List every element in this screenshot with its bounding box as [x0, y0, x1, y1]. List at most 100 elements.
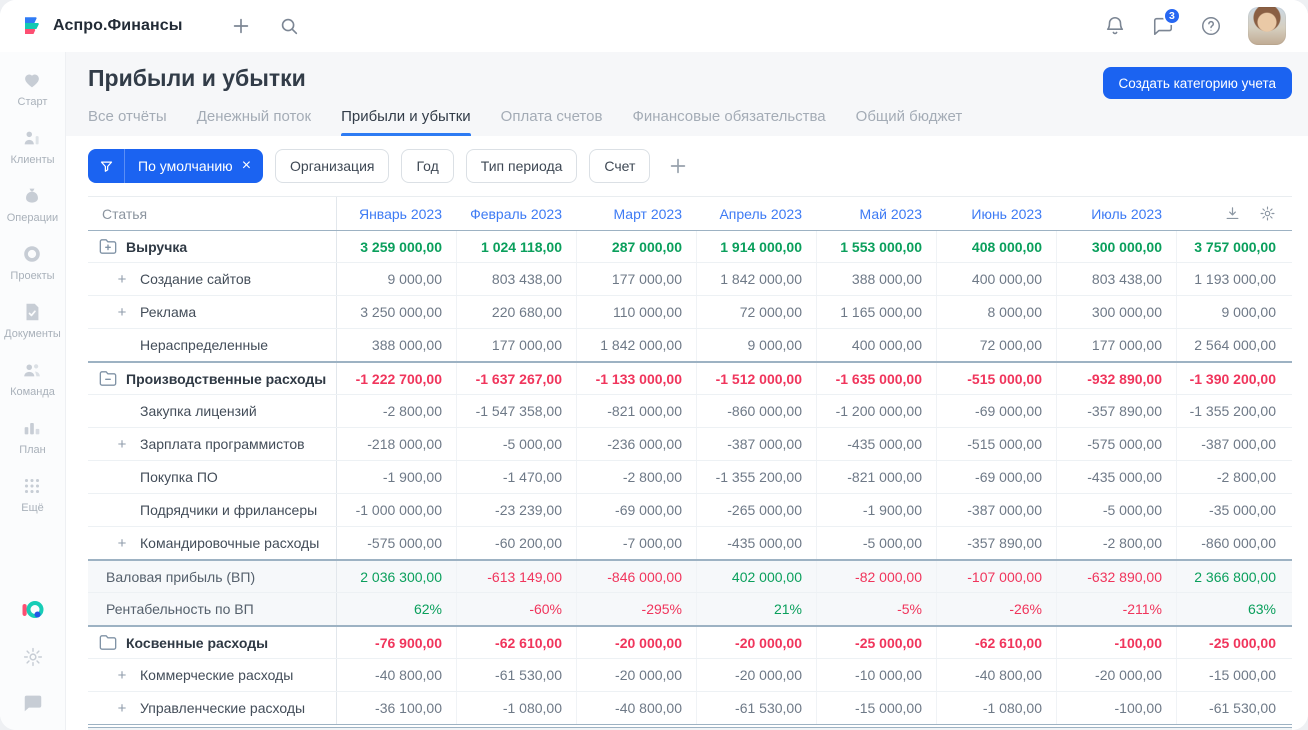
- settings-gear-button[interactable]: [22, 646, 44, 668]
- row-article-cell: +Нераспределенные: [88, 329, 336, 361]
- filter-preset-default[interactable]: По умолчанию ×: [88, 149, 264, 183]
- cell-value: -76 900,00: [336, 627, 456, 658]
- tab-invoice-payment[interactable]: Оплата счетов: [500, 108, 603, 125]
- sidebar-item-start[interactable]: Старт: [4, 60, 61, 118]
- cell-value: -435 000,00: [696, 527, 816, 559]
- table-row-production-expenses[interactable]: Производственные расходы -1 222 700,00 -1 …: [88, 362, 1292, 395]
- cell-value: 300 000,00: [1056, 231, 1176, 262]
- page-header: Прибыли и убытки Создать категорию учета…: [66, 52, 1308, 136]
- expand-plus-icon[interactable]: +: [117, 270, 127, 288]
- expand-plus-icon[interactable]: +: [117, 303, 127, 321]
- sidebar-item-plan[interactable]: План: [4, 408, 61, 466]
- cell-value: 1 193 000,00: [1176, 263, 1292, 295]
- column-header-month-2[interactable]: Февраль 2023: [470, 205, 562, 222]
- column-header-month-6[interactable]: Июнь 2023: [971, 205, 1042, 222]
- tab-cash-flow[interactable]: Денежный поток: [196, 108, 312, 125]
- cell-value: -20 000,00: [576, 659, 696, 691]
- cell-value: 1 842 000,00: [696, 263, 816, 295]
- tab-financial-obligations[interactable]: Финансовые обязательства: [632, 108, 826, 125]
- cell-value: -62 610,00: [456, 627, 576, 658]
- support-chat-button[interactable]: [22, 692, 44, 714]
- column-header-month-1[interactable]: Январь 2023: [336, 197, 456, 230]
- column-header-month-7[interactable]: Июль 2023: [1091, 205, 1162, 222]
- cell-value: -60%: [456, 593, 576, 625]
- expand-plus-icon[interactable]: +: [117, 435, 127, 453]
- filter-preset-close-icon[interactable]: ×: [241, 157, 252, 174]
- documents-icon: [21, 301, 43, 323]
- cell-value: -218 000,00: [336, 428, 456, 460]
- create-category-button[interactable]: Создать категорию учета: [1102, 67, 1292, 99]
- cell-value: -357 890,00: [936, 527, 1056, 559]
- filters-bar: По умолчанию × Организация Год Тип периода…: [88, 149, 1292, 183]
- column-header-month-3[interactable]: Март 2023: [613, 205, 682, 222]
- filter-chip-period-type[interactable]: Тип периода: [465, 149, 578, 183]
- cell-value: -435 000,00: [1056, 461, 1176, 493]
- folder-icon[interactable]: [98, 633, 118, 652]
- sidebar-item-clients[interactable]: Клиенты: [4, 118, 61, 176]
- column-header-month-5[interactable]: Май 2023: [859, 205, 922, 222]
- aspro-brand-icon[interactable]: [21, 598, 45, 622]
- cell-value: 1 842 000,00: [576, 329, 696, 361]
- report-tabs: Все отчёты Денежный поток Прибыли и убытки…: [88, 108, 1292, 136]
- notifications-bell-button[interactable]: [1104, 15, 1126, 37]
- row-article-cell: + Управленческие расходы: [88, 692, 336, 724]
- expand-plus-icon[interactable]: +: [117, 534, 127, 552]
- tab-profit-loss[interactable]: Прибыли и убытки: [341, 108, 471, 136]
- partial-next-row: [88, 727, 1292, 730]
- table-settings-gear-icon[interactable]: [1259, 205, 1276, 222]
- row-article-cell: + Создание сайтов: [88, 263, 336, 295]
- sidebar-item-projects[interactable]: Проекты: [4, 234, 61, 292]
- sidebar-item-documents[interactable]: Документы: [4, 292, 61, 350]
- filter-chip-year[interactable]: Год: [401, 149, 454, 183]
- table-row-revenue[interactable]: Выручка 3 259 000,00 1 024 118,00 287 000,0…: [88, 230, 1292, 263]
- row-article-cell: Рентабельность по ВП: [88, 593, 336, 625]
- cell-value: 408 000,00: [936, 231, 1056, 262]
- sidebar-item-label: Документы: [4, 328, 61, 340]
- cell-value: 177 000,00: [456, 329, 576, 361]
- cell-value: 177 000,00: [576, 263, 696, 295]
- download-icon[interactable]: [1224, 205, 1241, 222]
- table-row-gross-profit: Валовая прибыль (ВП) 2 036 300,00 -613 149…: [88, 560, 1292, 593]
- sidebar-item-team[interactable]: Команда: [4, 350, 61, 408]
- folder-plus-icon[interactable]: [98, 237, 118, 256]
- cell-value: -1 133 000,00: [576, 363, 696, 394]
- cell-value: -1 635 000,00: [816, 363, 936, 394]
- brand[interactable]: Аспро.Финансы: [20, 14, 182, 38]
- cell-value: -860 000,00: [1176, 527, 1292, 559]
- row-label: Командировочные расходы: [140, 535, 320, 551]
- expand-plus-icon[interactable]: +: [117, 699, 127, 717]
- messages-button[interactable]: 3: [1152, 7, 1181, 37]
- sidebar-item-operations[interactable]: Операции: [4, 176, 61, 234]
- table-row-gross-margin: Рентабельность по ВП 62% -60% -295% 21% -5% -2…: [88, 593, 1292, 626]
- cell-value: -1 470,00: [456, 461, 576, 493]
- user-avatar[interactable]: [1248, 7, 1286, 45]
- table-row-programmers-salary: + Зарплата программистов -218 000,00 -5 000…: [88, 428, 1292, 461]
- sidebar-item-label: Ещё: [21, 502, 44, 514]
- help-button[interactable]: [1200, 15, 1222, 37]
- folder-minus-icon[interactable]: [98, 369, 118, 388]
- row-article-cell: + Реклама: [88, 296, 336, 328]
- expand-plus-icon[interactable]: +: [117, 666, 127, 684]
- add-filter-button[interactable]: [667, 155, 689, 177]
- cell-value: 110 000,00: [576, 296, 696, 328]
- table-row-travel-expenses: + Командировочные расходы -575 000,00 -60 2…: [88, 527, 1292, 560]
- cell-value: -236 000,00: [576, 428, 696, 460]
- sidebar-item-more[interactable]: Ещё: [4, 466, 61, 524]
- row-article-cell: + Командировочные расходы: [88, 527, 336, 559]
- cell-value: -20 000,00: [696, 659, 816, 691]
- tab-general-budget[interactable]: Общий бюджет: [855, 108, 963, 125]
- column-header-month-4[interactable]: Апрель 2023: [719, 205, 802, 222]
- table-row-site-creation: + Создание сайтов 9 000,00 803 438,00 177 00…: [88, 263, 1292, 296]
- cell-value: -5 000,00: [1056, 494, 1176, 526]
- filter-chip-account[interactable]: Счет: [589, 149, 651, 183]
- search-button[interactable]: [278, 15, 300, 37]
- brand-logo-icon: [20, 14, 44, 38]
- cell-value: 388 000,00: [336, 329, 456, 361]
- create-plus-button[interactable]: [230, 15, 252, 37]
- topbar: Аспро.Финансы 3: [0, 0, 1308, 52]
- cell-value: 803 438,00: [456, 263, 576, 295]
- tab-all-reports[interactable]: Все отчёты: [88, 108, 167, 125]
- table-row-indirect-expenses[interactable]: Косвенные расходы -76 900,00 -62 610,00 -20…: [88, 626, 1292, 659]
- cell-value: -821 000,00: [816, 461, 936, 493]
- filter-chip-organization[interactable]: Организация: [275, 149, 390, 183]
